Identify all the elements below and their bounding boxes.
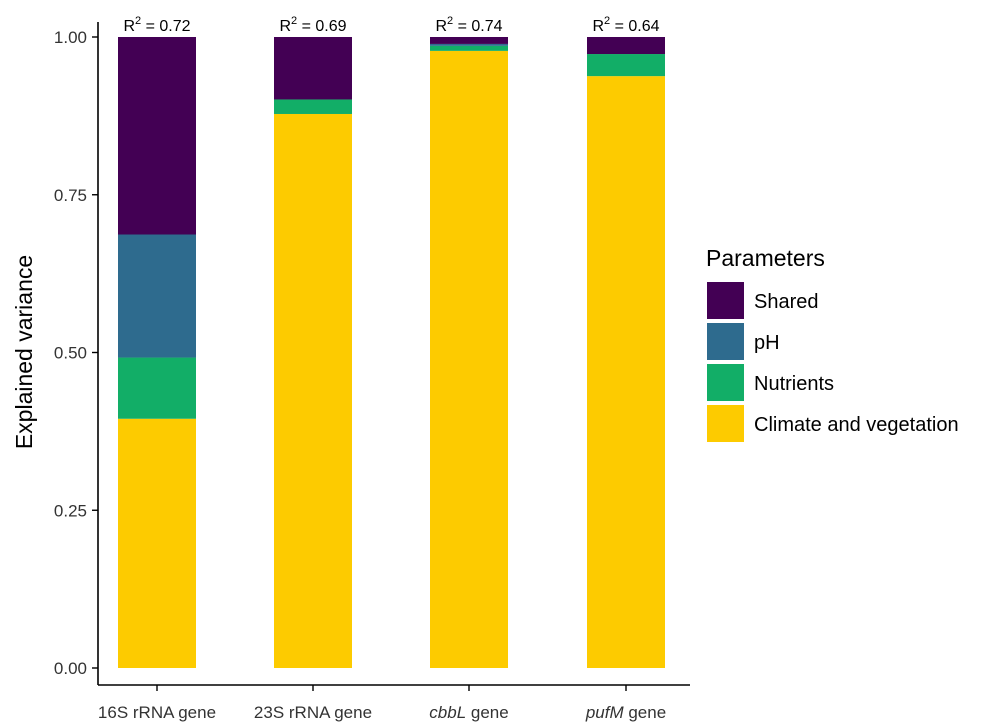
r2-value: 0.74 (471, 18, 502, 35)
r2-equals: = (141, 18, 159, 35)
gene-name: cbbL (429, 703, 466, 722)
gene-suffix: gene (466, 703, 509, 722)
bar-segment (430, 37, 508, 44)
bars-layer (118, 37, 665, 669)
r2-annotation: R2 = 0.74 (435, 15, 502, 35)
x-tick-label: 16S rRNA gene (98, 703, 216, 722)
r2-value: 0.72 (159, 18, 190, 35)
legend-items: Shared pH Nutrients Climate and vegetation (707, 282, 959, 442)
r2-letter: R (592, 18, 604, 35)
r2-annotation: R2 = 0.69 (279, 15, 346, 35)
bar-segment (430, 43, 508, 46)
bar-segment (274, 37, 352, 100)
r2-annotation: R2 = 0.72 (123, 15, 190, 35)
bar-segment (118, 37, 196, 235)
r2-letter: R (123, 18, 135, 35)
bar-segment (430, 50, 508, 668)
r2-superscript: 2 (135, 15, 141, 27)
r2-annotations: R2 = 0.72 R2 = 0.69 R2 = 0.74 R2 = 0.64 (123, 15, 659, 35)
bar-segment (118, 357, 196, 419)
bar-segment (274, 113, 352, 669)
x-tick-label: pufM gene (585, 703, 666, 722)
gene-name: pufM (585, 703, 625, 722)
r2-superscript: 2 (604, 15, 610, 27)
x-ticks: 16S rRNA gene 23S rRNA gene cbbL gene pufM … (98, 685, 666, 722)
legend-label: Shared (754, 291, 819, 313)
r2-value: 0.64 (628, 18, 659, 35)
r2-annotation: R2 = 0.64 (592, 15, 659, 35)
r2-letter: R (279, 18, 291, 35)
bar-segment (118, 418, 196, 668)
bar-segment (430, 45, 508, 51)
y-axis-title: Explained variance (11, 255, 37, 449)
legend-title: Parameters (706, 245, 825, 271)
r2-equals: = (610, 18, 628, 35)
x-tick-label: 23S rRNA gene (254, 703, 372, 722)
bar-segment (118, 234, 196, 358)
y-tick-label: 0.50 (54, 344, 87, 363)
r2-value: 0.69 (315, 18, 346, 35)
y-tick-label: 0.00 (54, 659, 87, 678)
legend: Parameters Shared pH Nutrients Climate and … (706, 245, 959, 442)
gene-suffix: gene (624, 703, 667, 722)
r2-superscript: 2 (447, 15, 453, 27)
legend-label: pH (754, 332, 780, 354)
legend-swatch (707, 364, 744, 401)
y-tick-label: 1.00 (54, 28, 87, 47)
r2-equals: = (453, 18, 471, 35)
bar-segment (587, 76, 665, 668)
bar-segment (587, 54, 665, 77)
legend-swatch (707, 282, 744, 319)
bar-segment (587, 37, 665, 55)
legend-label: Nutrients (754, 373, 834, 395)
y-tick-label: 0.75 (54, 186, 87, 205)
legend-swatch (707, 323, 744, 360)
bar-segment (274, 99, 352, 114)
y-ticks: 0.00 0.25 0.50 0.75 1.00 (54, 28, 98, 678)
r2-superscript: 2 (291, 15, 297, 27)
r2-equals: = (297, 18, 315, 35)
legend-label: Climate and vegetation (754, 414, 959, 436)
y-tick-label: 0.25 (54, 501, 87, 520)
x-tick-label: cbbL gene (429, 703, 508, 722)
legend-swatch (707, 405, 744, 442)
r2-letter: R (435, 18, 447, 35)
